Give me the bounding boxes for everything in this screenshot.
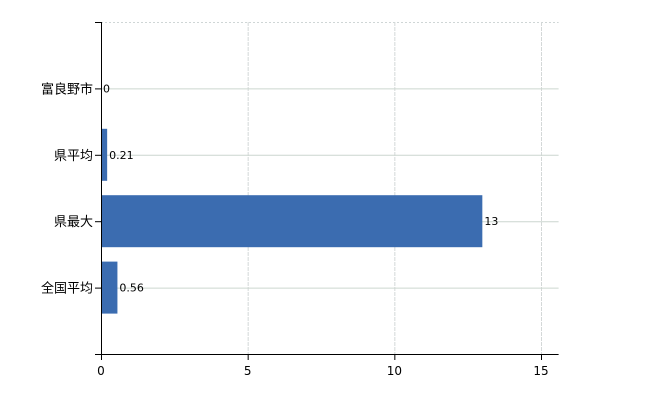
bar bbox=[101, 261, 118, 314]
data-label: 0 bbox=[103, 82, 110, 95]
x-tick-label: 10 bbox=[387, 364, 402, 378]
bar bbox=[101, 195, 483, 248]
category-label: 富良野市 bbox=[41, 81, 93, 97]
category-label: 全国平均 bbox=[41, 281, 93, 297]
category-label: 県平均 bbox=[54, 149, 93, 164]
data-label: 0.56 bbox=[119, 282, 144, 295]
bar bbox=[101, 128, 108, 181]
data-label: 13 bbox=[484, 215, 498, 228]
x-tick-label: 0 bbox=[97, 364, 105, 378]
x-tick-label: 15 bbox=[533, 364, 548, 378]
category-label: 県最大 bbox=[54, 215, 93, 230]
data-label: 0.21 bbox=[109, 149, 134, 162]
x-tick-label: 5 bbox=[244, 364, 252, 378]
